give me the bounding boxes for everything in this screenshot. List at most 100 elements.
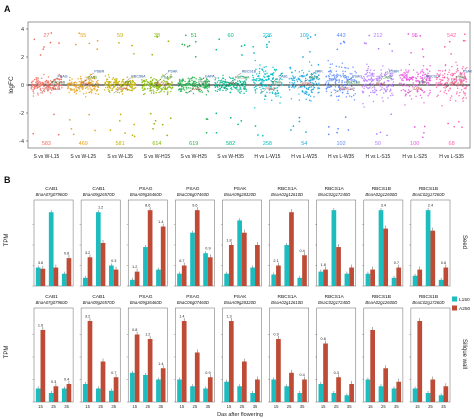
data-point [404, 95, 407, 97]
data-point [363, 87, 365, 90]
data-point [336, 79, 338, 81]
data-point [110, 81, 112, 83]
data-point [93, 77, 96, 80]
x-tick-label: 15 [415, 404, 420, 409]
data-point [116, 91, 119, 94]
bar-l150 [177, 273, 182, 286]
data-point [157, 81, 159, 84]
data-point [392, 81, 395, 83]
outlier-point [448, 40, 451, 43]
data-point [260, 92, 262, 94]
data-point [181, 81, 183, 83]
data-point [466, 66, 468, 69]
fold-change-label: 0.4 [64, 378, 69, 382]
data-point [162, 84, 164, 86]
data-point [292, 76, 295, 79]
gene-name: RBCS1A [278, 294, 298, 300]
data-point [216, 81, 219, 83]
up-count: 542 [447, 33, 456, 39]
data-point [237, 90, 239, 92]
panel-label-a: A [4, 4, 11, 14]
data-point [170, 90, 172, 93]
data-point [444, 83, 447, 85]
data-point [389, 88, 392, 90]
data-point [37, 82, 40, 84]
data-point [404, 90, 406, 92]
data-point [121, 85, 124, 87]
x-tick-label: 25 [98, 404, 103, 409]
data-point [419, 88, 422, 90]
data-point [181, 79, 183, 82]
data-point [403, 77, 405, 79]
data-point [429, 64, 431, 67]
data-point [200, 84, 203, 86]
data-point [318, 87, 321, 89]
gene-name: RBCS1B [372, 186, 391, 192]
data-point [46, 90, 49, 92]
data-point [238, 79, 241, 82]
gene-tag-leader [421, 77, 426, 81]
outlier-point [118, 42, 120, 44]
data-point [254, 88, 257, 91]
data-point [87, 88, 89, 90]
gene-tag: PRK [228, 82, 236, 86]
data-point [352, 66, 354, 68]
data-point [134, 84, 137, 86]
data-point [70, 82, 73, 85]
data-point [191, 82, 194, 85]
fold-change-label: 2.4 [428, 204, 433, 208]
data-point [244, 86, 247, 88]
gene-id: BnaA09g26570D [83, 300, 115, 305]
data-point [422, 74, 424, 76]
data-point [308, 61, 311, 63]
down-count: 54 [301, 141, 307, 147]
data-point [308, 99, 311, 102]
data-point [364, 85, 366, 87]
gene-name: RBCS1A [325, 294, 345, 300]
data-point [441, 84, 444, 86]
outlier-point [183, 44, 186, 46]
outlier-point [252, 45, 255, 48]
data-point [369, 75, 371, 77]
data-point [288, 78, 291, 80]
outlier-point [194, 55, 197, 58]
data-point [370, 77, 373, 79]
outlier-point [78, 32, 81, 35]
data-point [376, 77, 379, 80]
data-point [265, 85, 268, 87]
data-point [188, 82, 191, 85]
gene-id: BnaC02g17240D [318, 192, 350, 197]
data-point [448, 71, 450, 74]
data-point [416, 71, 418, 73]
data-point [104, 82, 106, 85]
data-point [278, 79, 281, 81]
x-tick-label: 15 [38, 404, 43, 409]
gene-id: BnaC06g07460D [177, 192, 209, 197]
bar-l150 [61, 388, 67, 402]
data-point [222, 80, 225, 82]
data-point [94, 92, 97, 95]
data-point [217, 77, 220, 79]
data-point [435, 78, 438, 80]
data-point [77, 78, 79, 80]
bar-a250 [194, 210, 200, 286]
data-point [222, 74, 224, 77]
data-point [296, 79, 298, 81]
data-point [400, 82, 402, 84]
data-point [240, 90, 242, 93]
data-point [164, 85, 166, 88]
data-point [345, 87, 347, 89]
data-point [426, 84, 429, 86]
data-point [449, 74, 452, 76]
outlier-point [152, 127, 154, 130]
data-point [126, 83, 128, 85]
data-point [239, 81, 242, 84]
data-point [373, 73, 375, 75]
fold-change-label: 0.4 [300, 373, 305, 377]
down-count: 469 [79, 141, 88, 147]
data-point [153, 82, 156, 85]
data-point [367, 78, 370, 81]
data-point [44, 83, 47, 85]
outlier-point [49, 41, 52, 44]
outlier-point [410, 51, 412, 54]
